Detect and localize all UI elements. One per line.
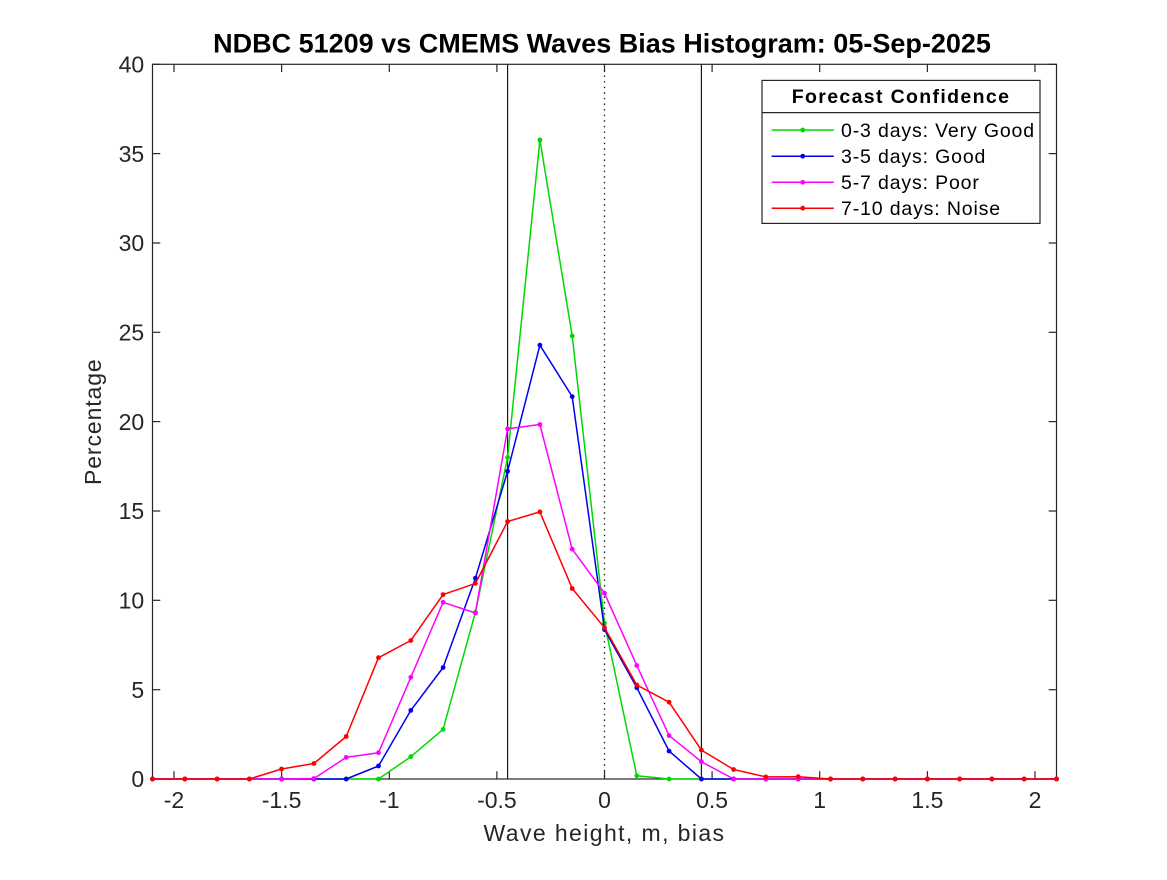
svg-text:Forecast Confidence: Forecast Confidence <box>792 86 1011 108</box>
svg-text:35: 35 <box>119 141 145 167</box>
svg-text:-1.5: -1.5 <box>262 787 302 813</box>
svg-text:0: 0 <box>598 787 611 813</box>
svg-text:5: 5 <box>131 677 144 703</box>
svg-text:0: 0 <box>131 766 144 792</box>
svg-text:30: 30 <box>119 230 145 256</box>
svg-text:40: 40 <box>119 52 145 78</box>
svg-text:25: 25 <box>119 320 145 346</box>
svg-text:10: 10 <box>119 588 145 614</box>
svg-text:-0.5: -0.5 <box>477 787 517 813</box>
svg-text:0-3 days: Very Good: 0-3 days: Very Good <box>841 120 1035 142</box>
svg-text:1.5: 1.5 <box>911 787 943 813</box>
svg-text:7-10 days: Noise: 7-10 days: Noise <box>841 198 1001 220</box>
svg-text:1: 1 <box>813 787 826 813</box>
svg-text:2: 2 <box>1029 787 1042 813</box>
svg-text:-1: -1 <box>379 787 399 813</box>
svg-text:15: 15 <box>119 498 145 524</box>
svg-text:NDBC 51209 vs CMEMS Waves Bias: NDBC 51209 vs CMEMS Waves Bias Histogram… <box>213 29 991 59</box>
svg-text:Wave height, m, bias: Wave height, m, bias <box>484 820 726 846</box>
svg-text:5-7 days: Poor: 5-7 days: Poor <box>841 172 980 194</box>
svg-text:3-5 days: Good: 3-5 days: Good <box>841 146 986 168</box>
svg-text:20: 20 <box>119 409 145 435</box>
svg-text:-2: -2 <box>164 787 184 813</box>
svg-text:Percentage: Percentage <box>80 358 106 485</box>
svg-text:0.5: 0.5 <box>696 787 728 813</box>
